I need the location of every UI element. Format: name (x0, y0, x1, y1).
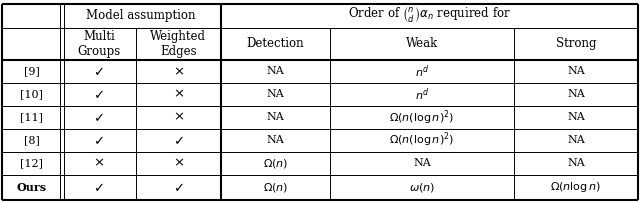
Text: NA: NA (567, 67, 585, 76)
Text: [9]: [9] (24, 67, 40, 76)
Text: $\checkmark$: $\checkmark$ (93, 134, 104, 147)
Text: $\Omega(n(\log n)^{2})$: $\Omega(n(\log n)^{2})$ (389, 108, 454, 126)
Text: Model assumption: Model assumption (86, 9, 196, 22)
Text: Multi
Groups: Multi Groups (77, 30, 120, 58)
Text: $\times$: $\times$ (173, 88, 184, 101)
Text: $\times$: $\times$ (93, 157, 104, 170)
Text: Strong: Strong (556, 37, 596, 50)
Text: $\Omega(n)$: $\Omega(n)$ (262, 157, 288, 170)
Text: NA: NA (567, 112, 585, 122)
Text: $n^{d}$: $n^{d}$ (415, 86, 429, 103)
Text: $\times$: $\times$ (173, 65, 184, 78)
Text: $\times$: $\times$ (173, 157, 184, 170)
Text: $\checkmark$: $\checkmark$ (173, 134, 184, 147)
Text: Detection: Detection (246, 37, 304, 50)
Text: NA: NA (266, 135, 284, 145)
Text: $\checkmark$: $\checkmark$ (173, 181, 184, 194)
Text: $\omega(n)$: $\omega(n)$ (409, 181, 435, 194)
Text: NA: NA (567, 89, 585, 99)
Text: $\checkmark$: $\checkmark$ (93, 181, 104, 194)
Text: [12]: [12] (20, 158, 44, 168)
Text: NA: NA (266, 67, 284, 76)
Text: [11]: [11] (20, 112, 44, 122)
Text: [8]: [8] (24, 135, 40, 145)
Text: $\checkmark$: $\checkmark$ (93, 88, 104, 101)
Text: $\Omega(n(\log n)^{2})$: $\Omega(n(\log n)^{2})$ (389, 131, 454, 150)
Text: [10]: [10] (20, 89, 44, 99)
Text: Weighted
Edges: Weighted Edges (150, 30, 206, 58)
Text: NA: NA (567, 135, 585, 145)
Text: $n^{d}$: $n^{d}$ (415, 63, 429, 80)
Text: $\checkmark$: $\checkmark$ (93, 111, 104, 124)
Text: Ours: Ours (17, 182, 47, 193)
Text: NA: NA (266, 89, 284, 99)
Text: Weak: Weak (406, 37, 438, 50)
Text: $\Omega(n\log n)$: $\Omega(n\log n)$ (550, 180, 602, 194)
Text: NA: NA (567, 158, 585, 168)
Text: Order of $\binom{n}{d}\alpha_n$ required for: Order of $\binom{n}{d}\alpha_n$ required… (348, 6, 511, 26)
Text: $\checkmark$: $\checkmark$ (93, 65, 104, 78)
Text: NA: NA (413, 158, 431, 168)
Text: NA: NA (266, 112, 284, 122)
Text: $\Omega(n)$: $\Omega(n)$ (262, 181, 288, 194)
Text: $\times$: $\times$ (173, 111, 184, 124)
